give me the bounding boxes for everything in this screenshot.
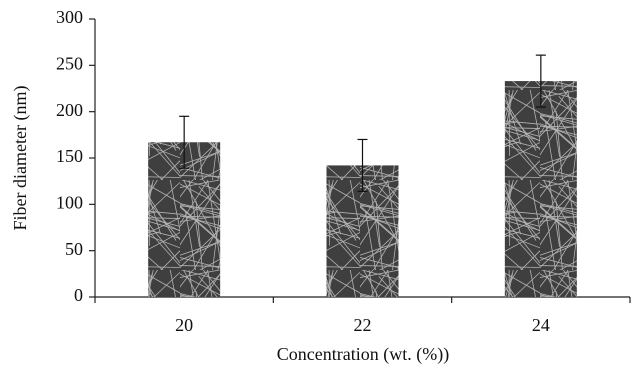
- bar: [505, 81, 577, 297]
- y-tick-label: 50: [65, 239, 83, 259]
- x-tick-label: 22: [354, 315, 372, 335]
- y-tick-label: 250: [56, 53, 83, 73]
- y-axis-label: Fiber diameter (nm): [10, 86, 31, 231]
- y-tick-label: 300: [56, 7, 83, 27]
- y-tick-label: 200: [56, 100, 83, 120]
- chart: Fiber diameter (nm) Concentration (wt. (…: [0, 0, 632, 369]
- y-tick-label: 150: [56, 146, 83, 166]
- y-tick-label: 0: [74, 285, 83, 305]
- x-axis-label: Concentration (wt. (%)): [277, 344, 449, 365]
- x-tick-label: 20: [175, 315, 193, 335]
- y-tick-label: 100: [56, 192, 83, 212]
- x-tick-label: 24: [532, 315, 550, 335]
